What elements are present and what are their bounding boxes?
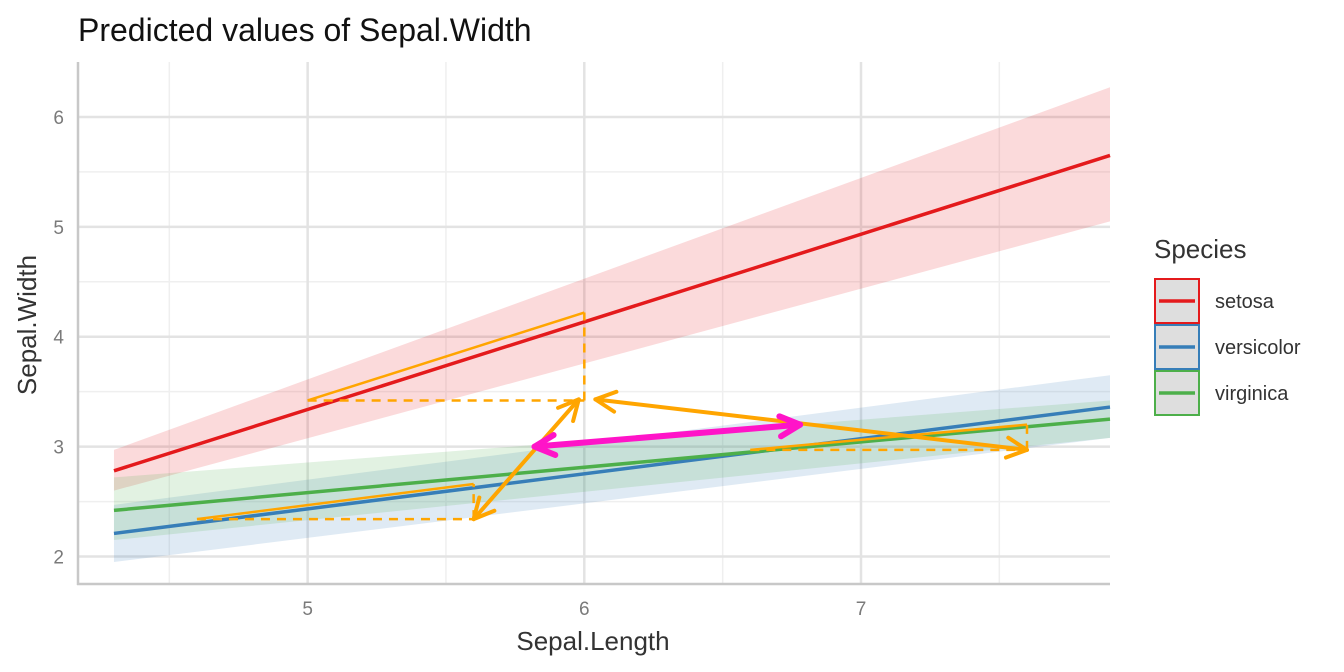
x-tick-label: 6 (579, 599, 590, 620)
slope-highlight-versicolor (196, 482, 474, 521)
arrow-head (593, 389, 619, 414)
ci-ribbon-setosa (113, 87, 1110, 491)
legend-item-setosa: setosa (1154, 278, 1275, 324)
y-tick-label: 3 (53, 438, 64, 459)
legend-title: Species (1154, 234, 1247, 264)
annotation-arrow-1 (471, 397, 581, 522)
arrow-shaft (593, 397, 1029, 452)
legend-label: setosa (1215, 291, 1275, 313)
series-lines (113, 153, 1111, 536)
y-tick-label: 2 (53, 548, 64, 569)
slope-highlight-virginica (750, 423, 1028, 452)
legend-item-virginica: virginica (1154, 370, 1289, 416)
arrow-head (531, 432, 559, 458)
legend: Species setosa versicolor virginica (1154, 234, 1301, 416)
series-line-versicolor (113, 405, 1111, 536)
confidence-ribbons (113, 87, 1110, 563)
y-tick-label: 4 (53, 328, 64, 349)
arrow-head (1003, 435, 1029, 460)
arrow-head (471, 495, 497, 522)
arrow-shaft (531, 421, 804, 450)
arrow-head (776, 413, 804, 440)
x-tick-label: 5 (302, 599, 313, 620)
y-tick-label: 6 (53, 108, 64, 129)
tick-labels: 5 6 7 2 3 4 5 6 (53, 108, 866, 620)
y-tick-label: 5 (53, 218, 64, 239)
grid-lines (78, 62, 1110, 584)
arrow-head (556, 397, 581, 424)
slope-highlight-setosa (307, 311, 585, 402)
annotations (196, 311, 1029, 522)
chart-title: Predicted values of Sepal.Width (78, 12, 532, 48)
annotation-arrow-3 (531, 413, 804, 458)
x-axis-title: Sepal.Length (516, 626, 669, 656)
annotation-arrow-2 (593, 389, 1029, 460)
y-axis-title: Sepal.Width (12, 255, 42, 395)
legend-label: versicolor (1215, 337, 1301, 359)
axes (76, 62, 1110, 586)
arrow-shaft (471, 397, 581, 522)
legend-label: virginica (1215, 383, 1289, 405)
x-tick-label: 7 (856, 599, 867, 620)
series-line-setosa (113, 153, 1111, 473)
legend-item-versicolor: versicolor (1154, 324, 1301, 370)
series-line-virginica (113, 417, 1111, 513)
